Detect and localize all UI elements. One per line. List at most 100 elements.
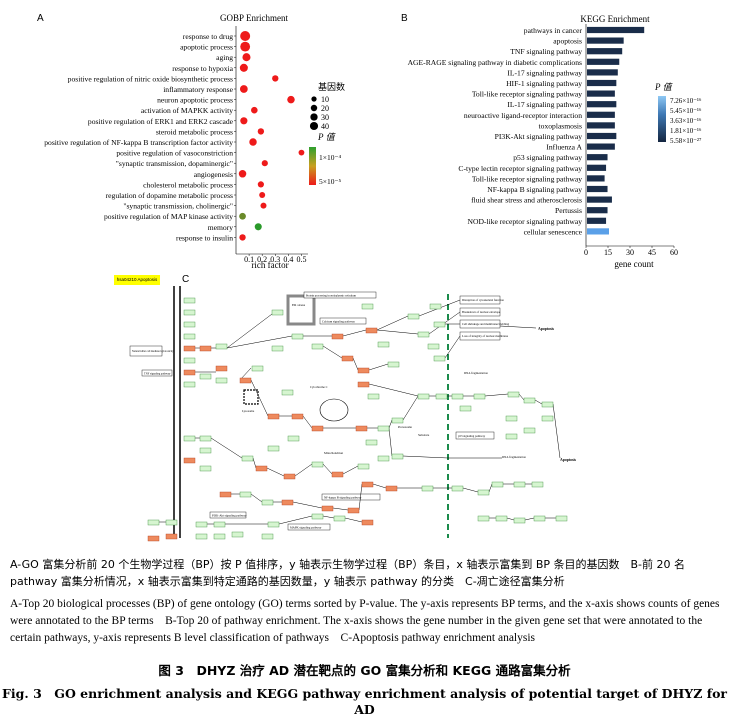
gene-node (507, 391, 520, 398)
gene-node (183, 345, 196, 352)
gene-node (523, 397, 536, 404)
gene-node (451, 393, 464, 400)
gene-node (391, 417, 404, 424)
kegg-bar (587, 122, 615, 129)
gene-node (387, 361, 400, 368)
kegg-bar (587, 154, 608, 161)
kegg-bar (587, 37, 624, 44)
go-term-label: aging (216, 53, 233, 62)
kegg-legend-label-3: 3.63×10⁻¹⁶ (670, 117, 702, 125)
dna-frag-label-1: DNA fragmentation (464, 371, 488, 375)
gene-node (491, 481, 504, 488)
pathway-edge (534, 399, 543, 405)
kegg-bar (587, 164, 607, 171)
apoptosis-pathway-map: ER stress Protein processing in endoplas… (129, 286, 577, 542)
size-legend-dot (310, 113, 318, 121)
gene-node (239, 377, 252, 384)
pathway-edge (322, 463, 333, 475)
gene-node (311, 513, 324, 520)
gene-node (417, 331, 430, 338)
p53-link-label: p53 signaling pathway (458, 434, 486, 438)
go-bubble (260, 202, 267, 209)
kegg-term-label: AGE-RAGE signaling pathway in diabetic c… (408, 58, 582, 67)
go-term-label: inflammatory response (163, 85, 233, 94)
gene-node (421, 485, 434, 492)
kegg-bar (587, 217, 607, 224)
kegg-term-label: IL-17 signaling pathway (507, 100, 582, 109)
pathway-edge (462, 487, 479, 493)
gene-node (267, 521, 280, 528)
pathway-edge (226, 335, 293, 349)
nfkb-link-label: NF-kappa B signaling pathway (324, 496, 362, 500)
kegg-bar (587, 175, 605, 182)
pathway-edge (332, 507, 349, 511)
go-term-label: activation of MAPKK activity (141, 106, 233, 115)
gene-node (331, 333, 344, 340)
kegg-term-label: C-type lectin receptor signaling pathway (458, 164, 582, 173)
gene-node (261, 499, 274, 506)
mapk-link-label: MAPK signaling pathway (290, 526, 322, 530)
pathway-edge (388, 419, 393, 429)
pathway-edge (278, 515, 313, 525)
kegg-bar (587, 26, 645, 34)
gene-node (311, 425, 324, 432)
proteasome-label: Proteasome (398, 425, 413, 429)
kegg-term-label: toxoplasmosis (539, 121, 583, 130)
gene-node (261, 533, 274, 540)
gene-node (281, 499, 294, 506)
pathway-edge (368, 363, 389, 371)
pathway-tag: hsa04210 Apoptosis (114, 275, 160, 285)
kegg-x-tick: 60 (670, 248, 678, 257)
gene-node (287, 435, 300, 442)
go-bubble (257, 181, 264, 188)
panel-b-letter: B (401, 13, 408, 24)
gene-node (555, 515, 568, 522)
kegg-bar (587, 111, 615, 118)
gene-node (361, 303, 374, 310)
gene-node (513, 517, 526, 524)
kegg-term-label: fluid shear stress and atherosclerosis (471, 196, 582, 205)
kegg-term-label: pathways in cancer (524, 26, 583, 35)
cell-shrinkage-label: Cell shrinkage and membrane blebbing (462, 322, 510, 326)
gene-node (183, 381, 196, 388)
kegg-legend-title: P 值 (654, 82, 674, 92)
gene-node (377, 341, 390, 348)
kegg-bar (587, 48, 623, 55)
gene-node (199, 435, 212, 442)
gene-node (513, 481, 526, 488)
color-legend-label-2: 5×10⁻⁵ (319, 177, 341, 186)
gene-node (541, 415, 554, 422)
go-term-label: cholesterol metabolic process (143, 180, 233, 189)
go-bubble (249, 138, 257, 146)
go-x-tick: 0.5 (296, 255, 306, 264)
gene-node (215, 343, 228, 350)
panel-c-letter: C (182, 274, 190, 285)
gene-node (195, 521, 208, 528)
go-term-label: response to hypoxia (172, 64, 233, 73)
gene-node (333, 515, 346, 522)
go-bubble (272, 75, 279, 82)
gene-node (215, 377, 228, 384)
go-bubble (261, 160, 268, 167)
pathway-edge (344, 517, 363, 523)
gene-node (505, 415, 518, 422)
gene-node (199, 447, 212, 454)
gene-node (183, 297, 196, 304)
go-term-label: positive regulation of MAP kinase activi… (104, 212, 233, 221)
kegg-bar (587, 132, 617, 140)
pathway-edge (358, 483, 363, 511)
kegg-bar (587, 196, 612, 203)
gene-node (541, 401, 554, 408)
protein-processing-label: Protein processing in endoplasmic reticu… (306, 295, 357, 298)
kegg-bar (587, 90, 615, 97)
gene-node (199, 345, 212, 352)
gene-node (361, 481, 374, 488)
gene-node (267, 445, 280, 452)
pathway-edge (402, 455, 449, 459)
lysosome-label: Lysosome (242, 409, 255, 413)
kegg-xlabel: gene count (614, 259, 654, 269)
calcium-label: Calcium signaling pathway (322, 320, 355, 324)
go-bubble (259, 192, 266, 198)
cytc-label: Cytochrome C (310, 385, 328, 389)
pathway-edge (488, 483, 493, 493)
